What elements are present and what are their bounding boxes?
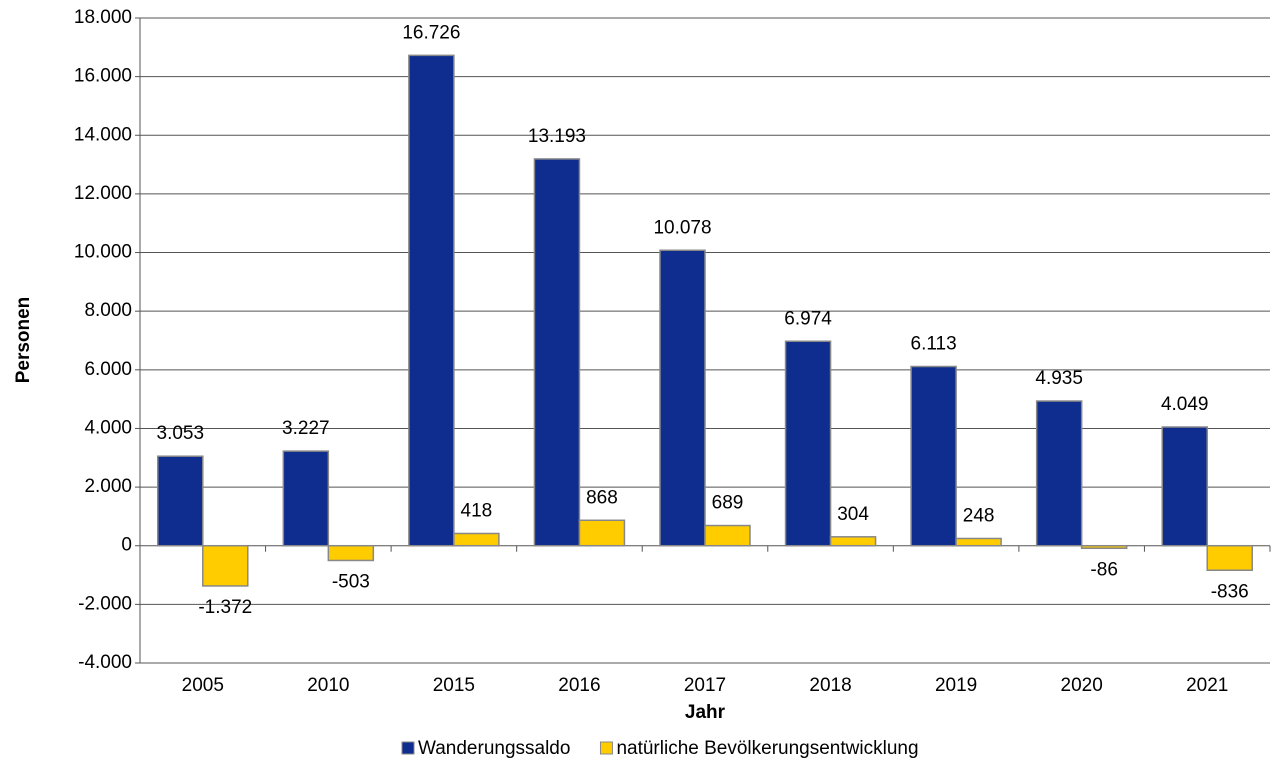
bar	[1080, 544, 1128, 549]
legend-label: natürliche Bevölkerungsentwicklung	[616, 738, 918, 759]
y-tick-label: 4.000	[84, 417, 132, 438]
x-tick-label: 2017	[684, 675, 726, 696]
bar	[910, 365, 957, 547]
bar	[202, 544, 249, 587]
bar	[282, 450, 330, 547]
bar	[704, 524, 751, 547]
data-label: 4.935	[1035, 368, 1083, 389]
bar	[533, 158, 581, 547]
y-tick-label: 18.000	[74, 7, 132, 28]
data-label: 4.049	[1161, 394, 1209, 415]
bar	[157, 455, 204, 547]
x-tick-label: 2010	[307, 675, 349, 696]
legend-label: Wanderungssaldo	[418, 738, 570, 759]
x-tick-label: 2021	[1186, 675, 1228, 696]
x-tick-label: 2016	[558, 675, 600, 696]
bar	[829, 536, 877, 547]
data-label: 3.227	[282, 418, 330, 439]
bar	[408, 54, 455, 547]
y-tick-label: 8.000	[84, 300, 132, 321]
data-label: -1.372	[198, 597, 252, 618]
data-label: 689	[712, 493, 744, 514]
x-tick-label: 2015	[433, 675, 475, 696]
bar	[1161, 426, 1208, 547]
y-tick-label: 16.000	[74, 66, 132, 87]
data-label: 16.726	[402, 22, 460, 43]
bar	[659, 249, 706, 547]
y-axis-label: Personen	[13, 297, 34, 384]
bar	[955, 537, 1002, 547]
x-tick-label: 2018	[809, 675, 851, 696]
y-tick-label: 2.000	[84, 476, 132, 497]
y-tick-label: 10.000	[74, 242, 132, 263]
data-label: 3.053	[157, 423, 205, 444]
y-tick-label: 0	[121, 535, 132, 556]
y-tick-label: 6.000	[84, 359, 132, 380]
y-tick-label: -4.000	[78, 652, 132, 673]
data-label: 418	[461, 500, 493, 521]
y-tick-label: 14.000	[74, 124, 132, 145]
legend-swatch	[599, 741, 613, 755]
data-label: -86	[1090, 559, 1117, 580]
bar	[453, 532, 500, 547]
data-label: 248	[963, 505, 995, 526]
y-tick-label: -2.000	[78, 593, 132, 614]
data-label: -836	[1211, 581, 1249, 602]
legend-swatch	[401, 741, 415, 755]
data-label: 304	[837, 504, 869, 525]
bar	[327, 544, 375, 562]
bar	[784, 340, 832, 547]
bar	[1206, 544, 1253, 571]
x-tick-label: 2005	[182, 675, 224, 696]
data-label: 6.113	[911, 334, 957, 355]
x-tick-label: 2020	[1061, 675, 1103, 696]
data-label: -503	[332, 571, 370, 592]
data-label: 6.974	[784, 308, 832, 329]
bar	[578, 519, 626, 547]
x-axis-label: Jahr	[685, 702, 726, 723]
y-tick-label: 12.000	[74, 183, 132, 204]
data-label: 10.078	[653, 217, 711, 238]
data-label: 13.193	[528, 126, 586, 147]
x-tick-label: 2019	[935, 675, 977, 696]
data-label: 868	[586, 487, 618, 508]
bar	[1035, 400, 1083, 547]
